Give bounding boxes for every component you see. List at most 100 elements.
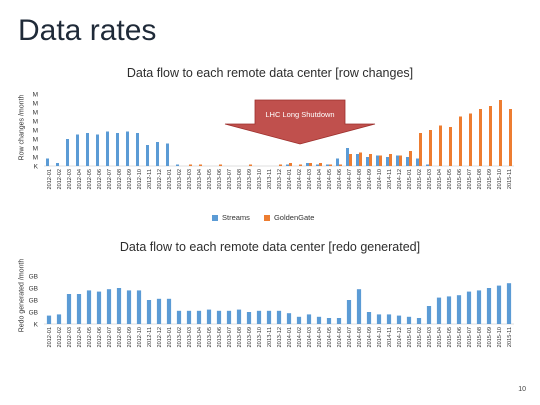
chart1-category-label: 2015-10 [497, 169, 503, 190]
chart1-bar-goldengate [289, 163, 292, 166]
chart2-category-label: 2015-09 [487, 327, 493, 348]
chart1-bar-goldengate [509, 109, 512, 166]
chart2-bar-streams [206, 309, 212, 324]
chart1-bar-streams [386, 157, 389, 166]
chart2-bar-streams [476, 290, 482, 324]
chart1-bar-goldengate [449, 127, 452, 166]
chart2-category-label: 2015-03 [427, 327, 433, 348]
chart2-category-label: 2015-10 [497, 327, 503, 348]
chart1-category-label: 2012-06 [97, 169, 103, 190]
chart2-category-label: 2012-11 [147, 327, 153, 347]
chart2-category-label: 2015-11 [507, 327, 513, 347]
chart2-bar-streams [196, 310, 202, 324]
chart1-bar-goldengate [309, 163, 312, 166]
chart1-ytick-label: M [33, 128, 38, 135]
chart1-bar-goldengate [279, 164, 282, 166]
chart1-bar-goldengate [199, 164, 202, 166]
chart1-category-label: 2014-12 [397, 169, 403, 190]
chart2-category-label: 2012-05 [87, 327, 93, 348]
chart1-bar-goldengate [339, 164, 342, 166]
chart2-bar-streams [426, 306, 432, 324]
chart1-category-label: 2014-10 [377, 169, 383, 190]
chart1-category-label: 2014-04 [317, 169, 323, 190]
chart1-category-label: 2014-06 [337, 169, 343, 190]
chart2-bar-streams [76, 294, 82, 324]
chart2-bar-streams [496, 285, 502, 324]
chart1-bar-goldengate [249, 164, 252, 166]
chart1-category-label: 2015-11 [507, 169, 513, 189]
chart1-category-label: 2014-08 [357, 169, 363, 190]
chart1-category-label: 2014-03 [307, 169, 313, 190]
chart1-category-label: 2012-09 [127, 169, 133, 190]
chart2-bar-streams [506, 283, 512, 324]
chart1-title: Data flow to each remote data center [ro… [126, 66, 414, 80]
chart1-bar-streams [316, 164, 319, 166]
legend-streams-swatch [212, 214, 218, 221]
chart2-category-label: 2014-12 [397, 327, 403, 348]
chart1-bar-streams [46, 158, 49, 166]
chart1-bar-goldengate [379, 155, 382, 166]
chart2-title: Data flow to each remote data center [re… [119, 240, 421, 254]
chart1-category-label: 2013-07 [227, 169, 233, 190]
chart2-ytick-label: GB [29, 286, 38, 293]
chart1-category-label: 2012-04 [77, 169, 83, 190]
chart1-category-label: 2012-07 [107, 169, 113, 190]
chart2-bar-streams [346, 300, 352, 324]
chart2-category-label: 2012-07 [107, 327, 113, 348]
legend-goldengate-label: GoldenGate [273, 213, 315, 222]
chart1-category-label: 2013-08 [237, 169, 243, 190]
chart2-bar-streams [186, 310, 192, 324]
page-number: 10 [518, 386, 526, 393]
chart2-category-label: 2014-08 [357, 327, 363, 348]
chart1-bar-streams [426, 164, 429, 166]
chart1-category-label: 2013-06 [217, 169, 223, 190]
chart1-category-label: 2013-05 [207, 169, 213, 190]
chart2-category-label: 2013-05 [207, 327, 213, 348]
chart2-bar-streams [226, 310, 232, 324]
chart2-bar-streams [86, 290, 92, 324]
chart1-bar-streams [56, 163, 59, 166]
chart2-category-label: 2015-05 [447, 327, 453, 348]
chart2-category-label: 2014-07 [347, 327, 353, 348]
chart2-bar-streams [466, 291, 472, 324]
chart2-bar-streams [46, 315, 52, 324]
chart2-category-label: 2013-03 [187, 327, 193, 348]
chart2-bar-streams [116, 288, 122, 324]
chart1-category-label: 2015-05 [447, 169, 453, 190]
chart1-bar-goldengate [369, 154, 372, 166]
chart1-bar-goldengate [399, 155, 402, 166]
chart1-category-label: 2015-09 [487, 169, 493, 190]
chart2-category-label: 2013-06 [217, 327, 223, 348]
chart2-bar-streams [236, 309, 242, 324]
chart2-category-label: 2014-02 [297, 327, 303, 348]
chart1-bar-goldengate [329, 164, 332, 166]
chart2-category-label: 2015-02 [417, 327, 423, 348]
chart2-category-label: 2013-10 [257, 327, 263, 348]
chart2-category-label: 2012-03 [67, 327, 73, 348]
chart1-bar-streams [106, 131, 109, 166]
chart1-bar-streams [66, 139, 69, 166]
chart1-category-label: 2015-06 [457, 169, 463, 190]
chart1-bar-goldengate [419, 133, 422, 166]
chart2-bar-streams [266, 310, 272, 324]
chart2-category-label: 2014-10 [377, 327, 383, 348]
chart1-ytick-label: M [33, 155, 38, 162]
chart1-bar-streams [166, 143, 169, 166]
chart1-bar-streams [96, 134, 99, 166]
chart2-bar-streams [246, 312, 252, 324]
chart2-bar-streams [156, 298, 162, 324]
chart2-bar-streams [416, 318, 422, 324]
chart1-category-label: 2014-01 [287, 169, 293, 190]
lhc-shutdown-label: LHC Long Shutdown [265, 110, 334, 119]
chart2-category-label: 2015-07 [467, 327, 473, 348]
chart1-ytick-label: M [33, 101, 38, 108]
chart2-bar-streams [316, 316, 322, 324]
chart1-bar-streams [286, 164, 289, 166]
page-title: Data rates [18, 14, 157, 47]
chart2-bar-streams [436, 297, 442, 324]
chart1-bar-streams [156, 142, 159, 166]
chart1-category-label: 2015-01 [407, 169, 413, 190]
chart2-bar-streams [336, 318, 342, 324]
chart1-category-label: 2014-05 [327, 169, 333, 190]
chart1-ytick-label: M [33, 146, 38, 153]
